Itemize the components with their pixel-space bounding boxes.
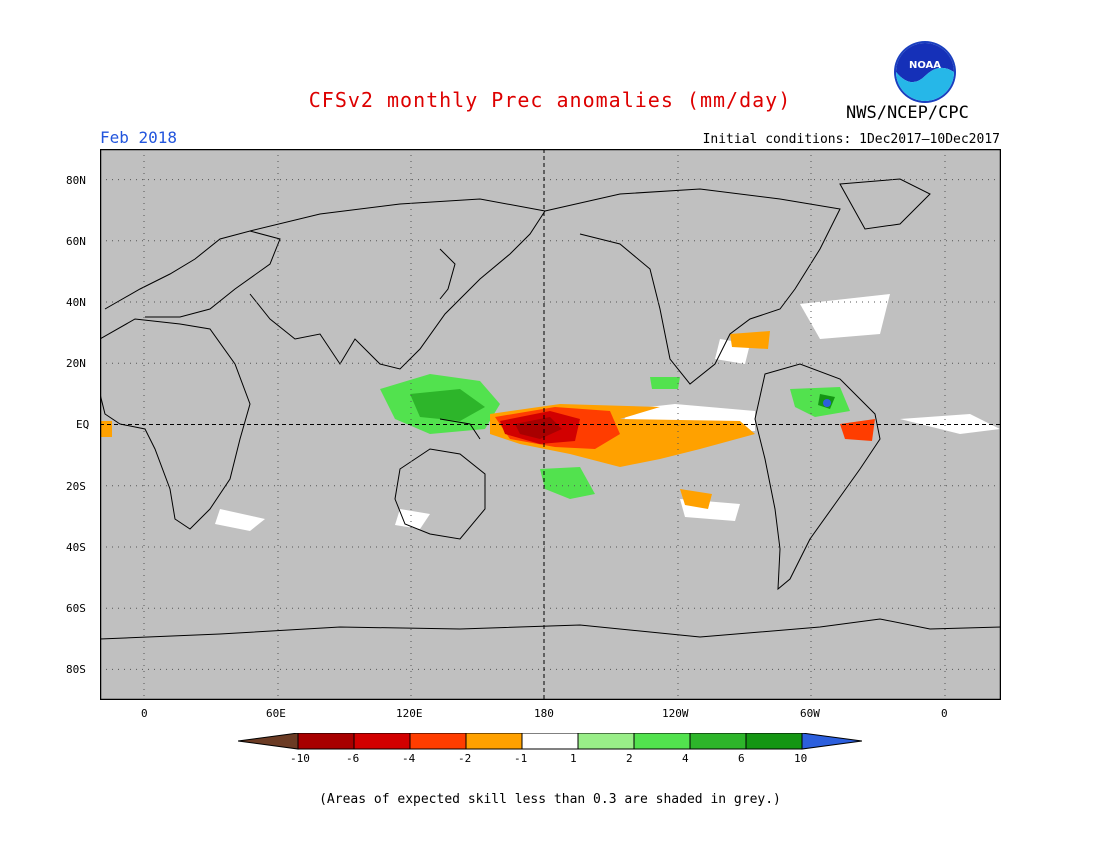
lat-label-20s: 20S (66, 480, 86, 493)
lat-label-20n: 20N (66, 357, 86, 370)
lon-label-120e: 120E (396, 707, 423, 720)
colorbar-arrow-low (238, 733, 299, 750)
blue-patch (823, 399, 831, 407)
colorbar-tick-label: 4 (682, 752, 689, 765)
grid-lines (100, 149, 1001, 700)
map-panel (99, 148, 1002, 701)
anomaly-patches (100, 294, 1000, 531)
lon-label-120w: 120W (662, 707, 689, 720)
indonesia-outline (439, 418, 481, 440)
green-patch-spcz (540, 467, 595, 499)
colorbar-tick-label: -6 (346, 752, 360, 765)
white-patch-australia (395, 509, 430, 529)
colorbar-tick-label: 10 (794, 752, 808, 765)
japan-outline (439, 248, 456, 300)
greenland-outline (839, 178, 931, 230)
equator-dateline (100, 149, 1001, 700)
lat-label-eq: EQ (76, 418, 90, 431)
colorbar (238, 733, 862, 750)
asia-outline (249, 198, 546, 370)
antarctica-outline (99, 618, 1002, 640)
colorbar-tick-label: -10 (290, 752, 310, 765)
orange-patch-africa-west (100, 421, 112, 437)
colorbar-tick-label: 1 (570, 752, 577, 765)
colorbar-tick-label: 6 (738, 752, 745, 765)
lat-label-80n: 80N (66, 174, 86, 187)
lon-label-0-west: 0 (141, 707, 148, 720)
orange-patch-se-pacific (680, 489, 712, 509)
colorbar-swatch (633, 733, 691, 750)
colorbar-swatch (297, 733, 355, 750)
colorbar-swatch (353, 733, 411, 750)
lat-label-40n: 40N (66, 296, 86, 309)
darkest-red-patch (515, 417, 562, 439)
green-patch-central-america (650, 377, 680, 389)
forecast-month: Feb 2018 (100, 128, 178, 147)
noaa-logo: NOAA (894, 41, 956, 103)
coastlines (99, 178, 1002, 640)
lat-label-60n: 60N (66, 235, 86, 248)
logo-text: NOAA (909, 60, 941, 71)
green-patch-maritime-core (410, 389, 485, 421)
lat-label-80s: 80S (66, 663, 86, 676)
map-frame (99, 148, 1002, 701)
lon-label-0-east: 0 (941, 707, 948, 720)
colorbar-tick-label: -4 (402, 752, 416, 765)
lat-label-40s: 40S (66, 541, 86, 554)
africa-outline (99, 318, 251, 530)
south-america-outline (754, 363, 881, 591)
north-america-outline (544, 188, 841, 385)
colorbar-tick-label: -2 (458, 752, 472, 765)
lon-label-180: 180 (534, 707, 554, 720)
orange-patch-gulf (730, 331, 770, 349)
initial-conditions: Initial conditions: 1Dec2017—10Dec2017 (702, 132, 1000, 147)
colorbar-swatch (409, 733, 467, 750)
colorbar-arrow-high (801, 733, 862, 750)
colorbar-swatch (577, 733, 635, 750)
agency-label: NWS/NCEP/CPC (846, 103, 969, 123)
white-patch-atlantic (800, 294, 890, 339)
colorbar-swatch (521, 733, 579, 750)
europe-outline (104, 230, 281, 318)
colorbar-swatch (465, 733, 523, 750)
footnote: (Areas of expected skill less than 0.3 a… (319, 792, 781, 807)
colorbar-tick-label: 2 (626, 752, 633, 765)
lat-label-60s: 60S (66, 602, 86, 615)
map-svg (99, 148, 1002, 701)
chart-title: CFSv2 monthly Prec anomalies (mm/day) (308, 88, 792, 112)
lon-label-60w: 60W (800, 707, 820, 720)
australia-outline (394, 448, 486, 540)
white-patch-indian (215, 509, 265, 531)
colorbar-swatch (745, 733, 803, 750)
lon-label-60e: 60E (266, 707, 286, 720)
colorbar-swatch (689, 733, 747, 750)
colorbar-tick-label: -1 (514, 752, 528, 765)
